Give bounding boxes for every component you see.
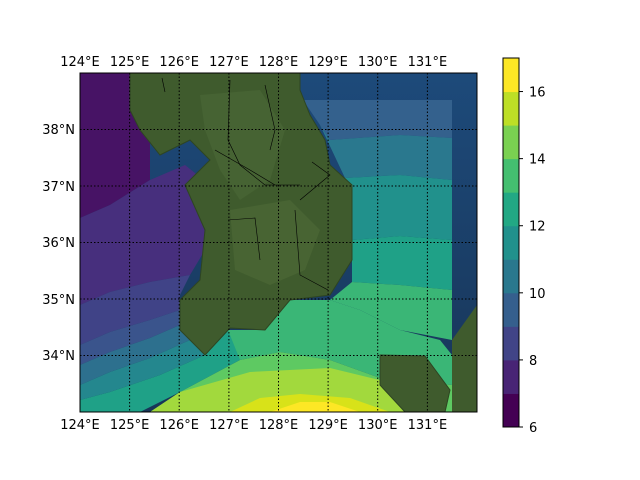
lon-tick-top: 124°E [60,55,100,70]
colorbar-segment [503,359,519,394]
colorbar-segment [503,58,519,93]
colorbar-segment [503,225,519,260]
lon-tick-bottom: 125°E [110,418,150,433]
colorbar-frame [502,57,520,428]
lat-tick-left: 37°N [42,180,75,195]
lon-tick-bottom: 129°E [308,418,348,433]
colorbar-segment [503,393,519,428]
colorbar-tick-label: 8 [529,354,537,369]
lat-tick-left: 36°N [42,236,75,251]
lon-tick-bottom: 131°E [408,418,448,433]
lon-tick-bottom: 130°E [358,418,398,433]
lon-tick-top: 127°E [209,55,249,70]
colorbar-segment [503,125,519,160]
contour-bands-south-east [150,100,452,412]
gridlines [80,73,477,412]
colorbar-segment [503,292,519,327]
colorbar-tick-label: 16 [529,86,546,101]
lon-tick-top: 129°E [308,55,348,70]
lon-labels-top: 124°E 125°E 126°E 127°E 128°E 129°E 130°… [60,55,447,70]
colorbar-segment [503,326,519,361]
contour-bands-west [80,73,260,412]
colorbar-segment [503,91,519,126]
lon-labels-bottom: 124°E 125°E 126°E 127°E 128°E 129°E 130°… [60,418,447,433]
lon-tick-bottom: 126°E [159,418,199,433]
colorbar-segment [503,158,519,193]
colorbar: 6 8 10 12 14 16 [502,57,546,436]
lon-tick-top: 126°E [159,55,199,70]
lon-tick-top: 131°E [408,55,448,70]
colorbar-segment [503,259,519,294]
lon-tick-top: 125°E [110,55,150,70]
lon-tick-top: 128°E [259,55,299,70]
map-axes: 38°N 37°N 36°N 35°N 34°N [80,73,477,412]
lat-tick-left: 38°N [42,123,75,138]
colorbar-tick-label: 14 [529,153,546,168]
lat-tick-left: 35°N [42,293,75,308]
lon-tick-top: 130°E [358,55,398,70]
colorbar-tick-label: 6 [529,421,537,436]
axes-frame [79,72,478,413]
colorbar-tick-label: 12 [529,220,546,235]
lon-tick-bottom: 128°E [259,418,299,433]
lat-labels-left: 34°N 35°N 36°N 37°N 38°N [42,123,75,364]
lat-tick-left: 34°N [42,349,75,364]
lon-tick-bottom: 127°E [209,418,249,433]
lon-tick-bottom: 124°E [60,418,100,433]
land-korea [129,73,477,412]
colorbar-tick-label: 10 [529,287,546,302]
colorbar-segment [503,192,519,227]
